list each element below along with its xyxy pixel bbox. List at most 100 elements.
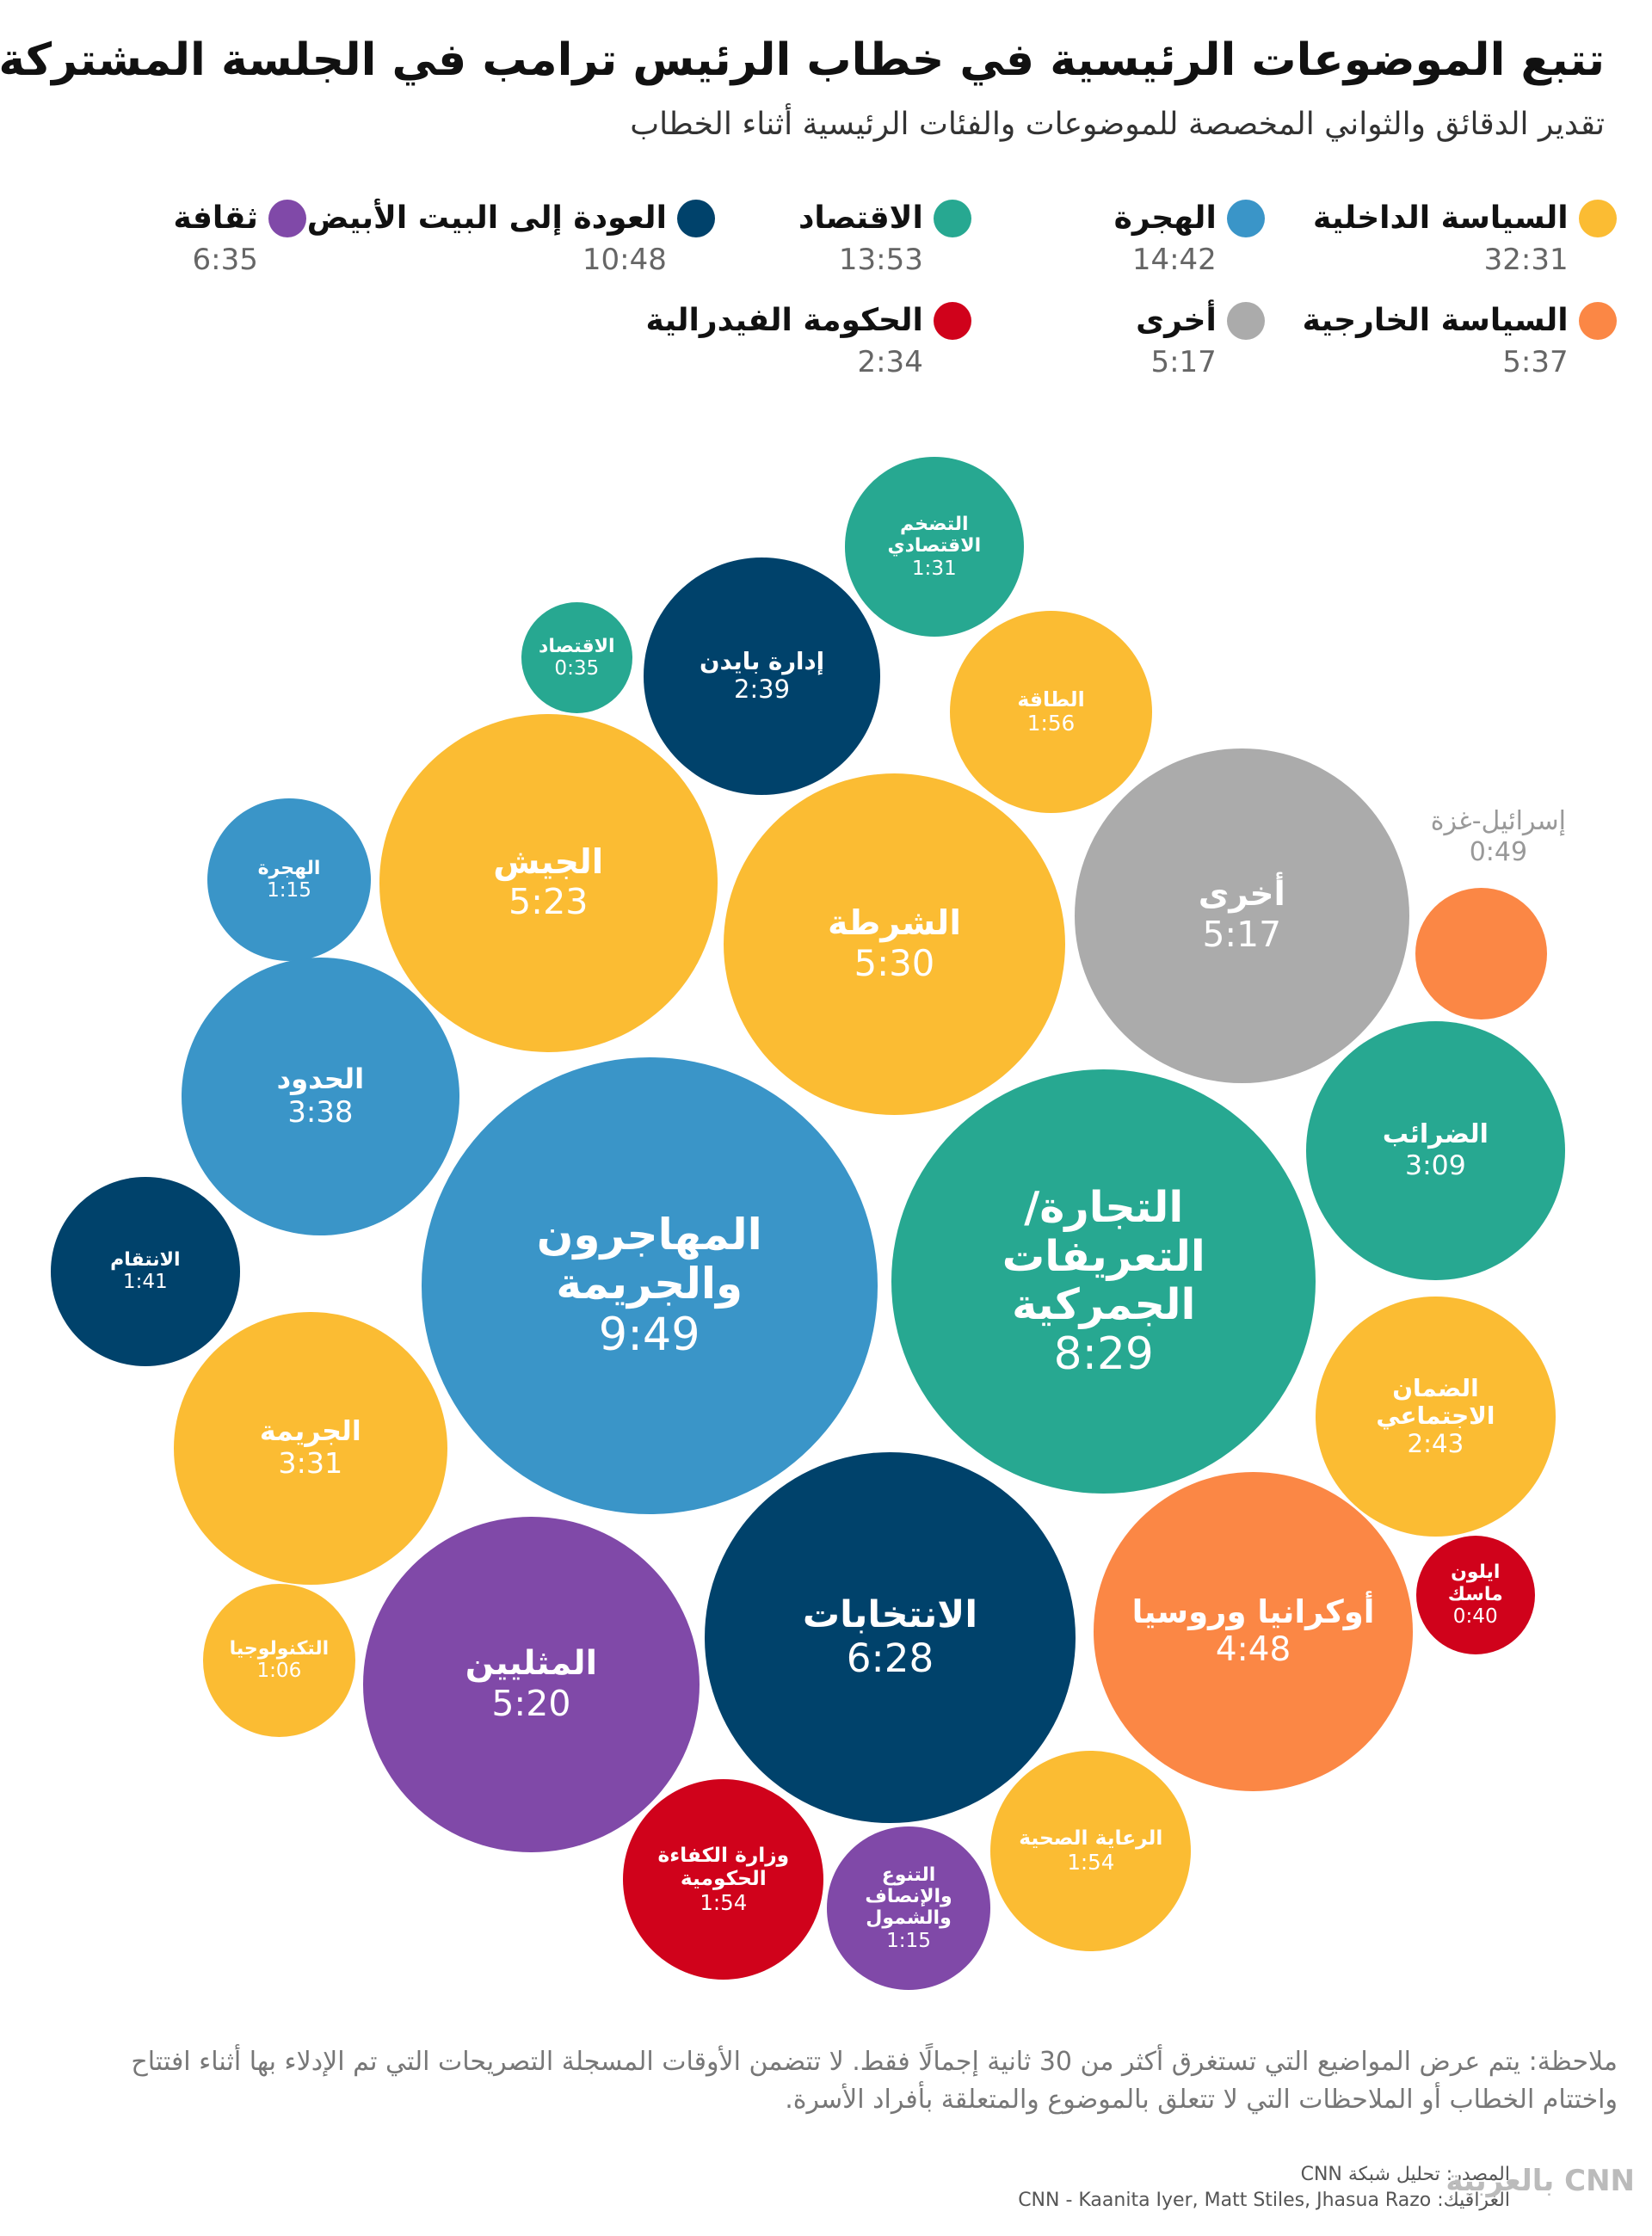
bubble-label: وزارة الكفاءة الحكومية xyxy=(657,1843,790,1890)
bubble-text: التكنولوجيا 1:06 xyxy=(213,1638,345,1683)
bubble-label: الجريمة xyxy=(259,1415,361,1447)
bubble: الحدود 3:38 xyxy=(182,958,459,1235)
bubble: الجريمة 3:31 xyxy=(174,1311,447,1585)
legend-item: الهجرة 14:42 xyxy=(1113,199,1265,277)
legend-item: الحكومة الفيدرالية 2:34 xyxy=(645,301,971,379)
bubble: الانتقام 1:41 xyxy=(51,1177,240,1366)
bubble-time: 3:31 xyxy=(278,1446,343,1481)
legend-label-row: الاقتصاد xyxy=(798,199,971,237)
bubble: الطاقة 1:56 xyxy=(949,610,1153,814)
bubble-time: 5:30 xyxy=(854,942,935,985)
bubble-text: الضرائب 3:09 xyxy=(1324,1119,1546,1181)
logo: CNN بالعربية xyxy=(1446,2164,1635,2198)
bubble-text: الجيش 5:23 xyxy=(403,843,693,923)
chart-title: تتبع الموضوعات الرئيسية في خطاب الرئيس ت… xyxy=(0,34,1605,86)
bubble-label: الجيش xyxy=(493,842,604,882)
bubble-label: التكنولوجيا xyxy=(229,1637,330,1660)
bubble-label: الانتقام xyxy=(110,1249,181,1272)
bubble: التكنولوجيا 1:06 xyxy=(202,1584,356,1737)
bubble-time: 3:38 xyxy=(287,1094,354,1129)
bubble-label: أخرى xyxy=(1198,875,1285,915)
legend-label: الهجرة xyxy=(1113,200,1217,237)
legend-label-row: الهجرة xyxy=(1113,199,1265,237)
bubble-time: 1:41 xyxy=(122,1271,168,1294)
legend-label: أخرى xyxy=(1136,303,1217,339)
legend-item: الاقتصاد 13:53 xyxy=(798,199,971,277)
bubble: الجيش 5:23 xyxy=(379,713,718,1052)
bubble-text: التنوع والإنصاف والشمول 1:15 xyxy=(839,1864,979,1952)
legend-item: ثقافة 6:35 xyxy=(174,199,306,277)
bubble-text: الانتخابات 6:28 xyxy=(730,1592,1049,1682)
legend-total: 6:35 xyxy=(192,242,258,277)
legend-total: 32:31 xyxy=(1483,242,1569,277)
bubble-label: الضمان الاجتماعي xyxy=(1376,1373,1495,1431)
bubble-text: الشرطة 5:30 xyxy=(748,903,1041,985)
legend-total: 13:53 xyxy=(838,242,923,277)
bubble: الانتخابات 6:28 xyxy=(705,1452,1076,1823)
bubble: ايلون ماسك 0:40 xyxy=(1415,1535,1535,1654)
legend-swatch xyxy=(1226,301,1265,340)
bubble-time: 5:20 xyxy=(491,1682,571,1724)
bubble-time: 2:43 xyxy=(1407,1429,1464,1459)
legend-item: السياسة الخارجية 5:37 xyxy=(1302,301,1617,379)
legend-label-row: أخرى xyxy=(1136,301,1265,340)
legend-label-row: السياسة الداخلية xyxy=(1313,199,1617,237)
bubble-text: الحدود 3:38 xyxy=(201,1063,440,1129)
bubble-time: 0:40 xyxy=(1452,1605,1498,1628)
bubble-text: أوكرانيا وروسيا 4:48 xyxy=(1116,1593,1390,1669)
bubble-text: الانتقام 1:41 xyxy=(64,1249,226,1294)
bubble: الهجرة 1:15 xyxy=(207,798,371,962)
legend-swatch xyxy=(1226,199,1265,237)
bubble-label: المهاجرون والجريمة xyxy=(536,1209,762,1309)
bubble-time: 5:23 xyxy=(508,881,589,923)
bubble-label: التضخم الاقتصادي xyxy=(887,514,982,557)
credit: الغرافيك: CNN - Kaanita Iyer, Matt Stile… xyxy=(1018,2190,1510,2211)
bubble-label: التجارة/ التعريفات الجمركية xyxy=(1002,1181,1205,1330)
bubble: التضخم الاقتصادي 1:31 xyxy=(844,457,1024,637)
bubble-time: 1:15 xyxy=(267,879,311,902)
bubble-text: إدارة بايدن 2:39 xyxy=(660,647,864,705)
bubble-text: وزارة الكفاءة الحكومية 1:54 xyxy=(638,1843,811,1915)
bubble-text: المهاجرون والجريمة 9:49 xyxy=(453,1210,846,1361)
bubble: الضرائب 3:09 xyxy=(1306,1021,1565,1280)
bubble: الضمان الاجتماعي 2:43 xyxy=(1315,1297,1556,1537)
bubble-label: الحدود xyxy=(276,1063,365,1096)
chart-subtitle: تقدير الدقائق والثواني المخصصة للموضوعات… xyxy=(630,107,1605,142)
bubble-label: الطاقة xyxy=(1017,687,1085,711)
bubble xyxy=(1415,888,1547,1020)
bubble: الاقتصاد 0:35 xyxy=(521,602,632,714)
bubble-label: الهجرة xyxy=(257,857,321,879)
bubble-label: المثليين xyxy=(465,1644,597,1683)
bubble: المهاجرون والجريمة 9:49 xyxy=(421,1057,878,1514)
bubble-time: 9:49 xyxy=(598,1308,700,1361)
bubble-time: 1:31 xyxy=(911,557,957,580)
bubble-text: أخرى 5:17 xyxy=(1098,876,1386,955)
bubble-label: الانتخابات xyxy=(802,1592,978,1636)
legend-label: الحكومة الفيدرالية xyxy=(645,303,923,339)
legend-item: أخرى 5:17 xyxy=(1136,301,1265,379)
legend-label-row: ثقافة xyxy=(174,199,306,237)
bubble-outside-label: إسرائيل-غزة 0:49 xyxy=(1378,806,1618,868)
legend-swatch xyxy=(933,199,971,237)
legend-label: السياسة الخارجية xyxy=(1302,303,1569,339)
bubble-time: 6:28 xyxy=(846,1635,934,1682)
legend-label-row: الحكومة الفيدرالية xyxy=(645,301,971,340)
bubble-time: 1:54 xyxy=(700,1889,748,1915)
bubble-label: إدارة بايدن xyxy=(699,647,825,675)
bubble: الشرطة 5:30 xyxy=(724,773,1065,1115)
bubble-time: 1:56 xyxy=(1026,710,1076,736)
bubble-time: 1:06 xyxy=(256,1660,302,1683)
legend-label-row: العودة إلى البيت الأبيض xyxy=(307,199,715,237)
bubble: أوكرانيا وروسيا 4:48 xyxy=(1094,1472,1413,1792)
bubble-label: التنوع والإنصاف والشمول xyxy=(865,1863,952,1930)
legend-item: السياسة الداخلية 32:31 xyxy=(1313,199,1617,277)
bubble-text: الجريمة 3:31 xyxy=(193,1416,428,1481)
bubble-label: الرعاية الصحية xyxy=(1019,1826,1163,1851)
legend-item: العودة إلى البيت الأبيض 10:48 xyxy=(307,199,715,277)
bubble-time: 8:29 xyxy=(1053,1327,1154,1380)
bubble: التنوع والإنصاف والشمول 1:15 xyxy=(827,1826,990,1990)
bubble-time: 0:49 xyxy=(1469,837,1528,868)
legend-total: 10:48 xyxy=(582,242,667,277)
legend-total: 2:34 xyxy=(857,344,923,379)
bubble-time: 5:17 xyxy=(1202,914,1282,956)
